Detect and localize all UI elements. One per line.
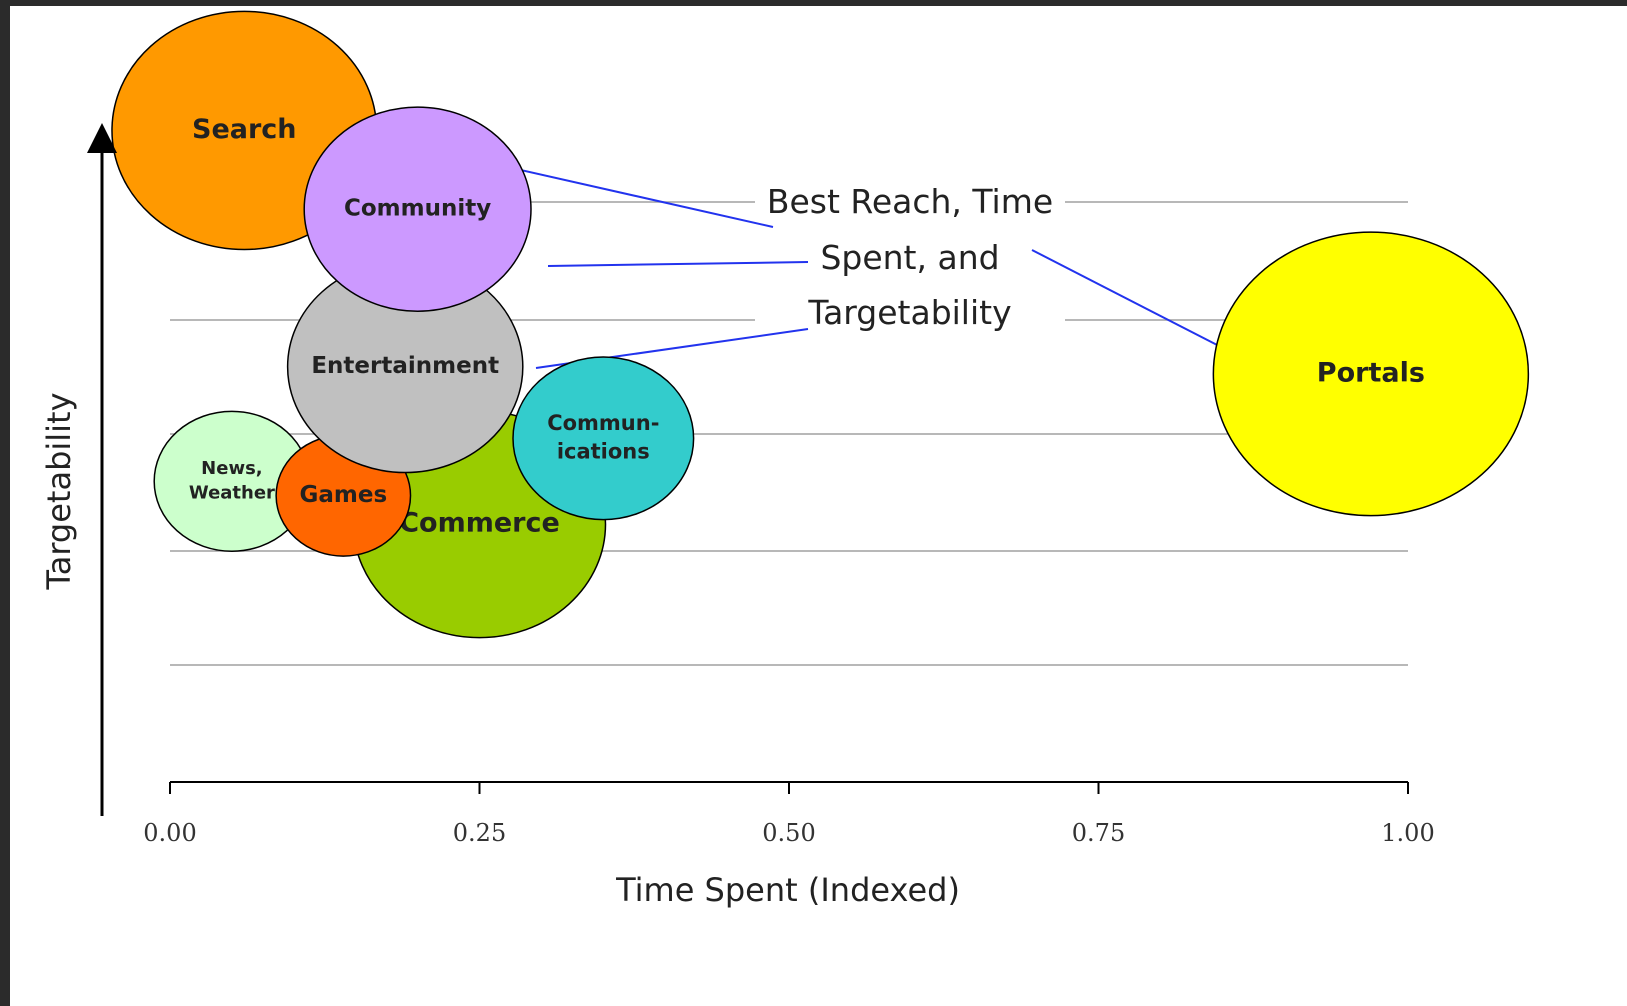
bubble-label: Portals xyxy=(1317,357,1425,388)
bubble-label: Commerce xyxy=(399,508,560,539)
annotation-line: Targetability xyxy=(807,293,1011,332)
bubble-label: ications xyxy=(557,439,650,463)
annotation-line: Best Reach, Time xyxy=(767,182,1053,221)
x-tick-label: 1.00 xyxy=(1381,819,1434,847)
annotation: Best Reach, Time Spent, and Targetability xyxy=(767,182,1053,332)
bubble-label: News, xyxy=(201,458,262,479)
bubble-label: Games xyxy=(299,482,387,508)
bubble-entertainment: Entertainment xyxy=(286,260,524,474)
bubble-label: Search xyxy=(192,114,297,145)
x-ticks: 0.00 0.25 0.50 0.75 1.00 xyxy=(143,782,1435,847)
gridlines xyxy=(170,176,1408,666)
x-tick-label: 0.50 xyxy=(762,819,815,847)
x-tick-label: 0.25 xyxy=(453,819,506,847)
bubbles: Commerce News, Weather Games Commun-ications… xyxy=(111,10,1530,639)
bubble-label: Weather xyxy=(189,482,275,503)
annotation-connector xyxy=(1031,249,1224,349)
bubble-commun-ications: Commun-ications xyxy=(512,356,695,521)
annotation-backdrop xyxy=(755,176,1065,336)
bubble-community: Community xyxy=(303,106,532,313)
bubble-chart: Commerce News, Weather Games Commun-ications… xyxy=(40,10,1530,909)
x-axis-title: Time Spent (Indexed) xyxy=(615,871,960,909)
y-axis-title: Targetability xyxy=(40,392,78,590)
bubble-news-weather: News, Weather xyxy=(153,410,311,552)
chart-frame: Commerce News, Weather Games Commun-ications… xyxy=(10,6,1627,1006)
bubble-shape xyxy=(303,106,532,313)
bubble-portals: Portals xyxy=(1212,231,1530,517)
annotation-line: Spent, and xyxy=(820,238,999,277)
x-tick-label: 0.00 xyxy=(143,819,196,847)
x-tick-label: 0.75 xyxy=(1072,819,1125,847)
annotation-connector xyxy=(547,261,809,267)
bubble-label: Commun- xyxy=(547,411,659,435)
bubble-shape xyxy=(1212,231,1530,517)
bubble-label: Entertainment xyxy=(311,353,499,379)
bubble-label: Community xyxy=(344,196,491,222)
bubble-shape xyxy=(512,356,695,521)
